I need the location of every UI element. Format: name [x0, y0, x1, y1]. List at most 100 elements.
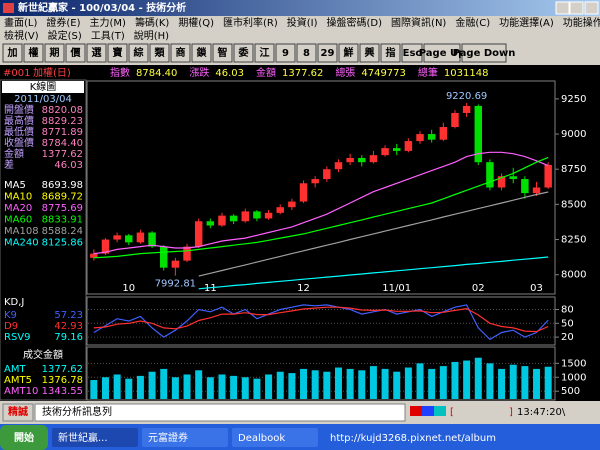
indicator-cyan: [434, 406, 446, 416]
volume-bar: [265, 374, 273, 399]
toolbar-label[interactable]: 委: [238, 46, 250, 59]
volume-bar: [509, 364, 517, 399]
toolbar-button[interactable]: [275, 43, 296, 63]
price-value: 8820.08: [42, 105, 83, 116]
toolbar-label[interactable]: 選: [92, 46, 102, 59]
toolbar-label[interactable]: 鮮: [344, 46, 354, 59]
toolbar-button[interactable]: [338, 43, 359, 63]
toolbar-label[interactable]: Page Up: [419, 48, 466, 59]
menu-item[interactable]: 說明(H): [134, 29, 169, 42]
toolbar-label[interactable]: 期: [50, 46, 60, 59]
indicator-red: [410, 406, 422, 416]
y-tick-label: 1000: [561, 372, 586, 383]
toolbar-button[interactable]: [44, 43, 65, 63]
task-button[interactable]: [232, 428, 318, 447]
y-tick-label: 9000: [561, 129, 586, 140]
menu-item[interactable]: 檢視(V): [4, 29, 39, 42]
toolbar-label[interactable]: 鎖: [197, 46, 208, 59]
toolbar-label[interactable]: 加: [7, 46, 18, 59]
menu-item[interactable]: 功能選擇(A): [499, 16, 554, 29]
menu-item[interactable]: 功能操作(F): [563, 16, 600, 29]
task-button[interactable]: [52, 428, 138, 447]
toolbar-label[interactable]: 商: [176, 46, 186, 59]
toolbar-button[interactable]: [191, 43, 212, 63]
task-label[interactable]: Dealbook: [238, 433, 285, 444]
toolbar-button[interactable]: [233, 43, 254, 63]
toolbar-button[interactable]: [423, 43, 461, 63]
toolbar-button[interactable]: [86, 43, 107, 63]
toolbar-label[interactable]: 興: [365, 46, 375, 59]
menu-item[interactable]: 期權(Q): [178, 16, 214, 29]
start-button[interactable]: [0, 425, 48, 450]
toolbar-button[interactable]: [170, 43, 191, 63]
task-label[interactable]: 新世紀贏...: [58, 431, 108, 444]
minimize-button[interactable]: [555, 1, 570, 15]
toolbar-button[interactable]: [359, 43, 380, 63]
candle-body: [183, 246, 191, 261]
quote-value: 1377.62: [282, 68, 323, 79]
candle-body: [451, 112, 459, 128]
menu-item[interactable]: 證券(E): [46, 16, 80, 29]
toolbar-button[interactable]: [149, 43, 170, 63]
toolbar-button[interactable]: [296, 43, 317, 63]
toolbar-button[interactable]: [128, 43, 149, 63]
toolbar-button[interactable]: [107, 43, 128, 63]
volume-bar: [171, 377, 179, 399]
volume-bar: [521, 366, 529, 399]
task-button[interactable]: [142, 428, 228, 447]
toolbar-button[interactable]: [23, 43, 44, 63]
toolbar-label[interactable]: 權: [29, 46, 39, 59]
toolbar-label[interactable]: Esc: [403, 48, 422, 59]
toolbar-button[interactable]: [212, 43, 233, 63]
close-button[interactable]: [584, 1, 599, 15]
candle-body: [497, 176, 506, 188]
menu-item[interactable]: 投資(I): [287, 16, 318, 29]
toolbar-button[interactable]: [317, 43, 338, 63]
toolbar-label[interactable]: 29: [321, 48, 335, 59]
volume-bar: [276, 371, 284, 399]
low-label: 7992.81: [155, 279, 196, 290]
volume-bar: [218, 374, 226, 399]
menu-item[interactable]: 工具(T): [91, 30, 125, 42]
legend-label: MA108: [4, 226, 39, 237]
toolbar-label[interactable]: Page Down: [453, 48, 516, 59]
start-label[interactable]: 開始: [14, 431, 34, 444]
volume-bar: [125, 378, 133, 399]
candle-body: [276, 207, 284, 213]
price-value: 8829.23: [42, 116, 83, 127]
volume-bar: [346, 368, 354, 399]
toolbar-label[interactable]: 指: [386, 46, 396, 59]
price-value: 8784.40: [42, 138, 83, 149]
window-title: 新世紀贏家 - 100/03/04 - 技術分析: [18, 1, 186, 14]
toolbar-label[interactable]: 綜: [134, 46, 144, 59]
toolbar-button[interactable]: [2, 43, 23, 63]
toolbar-button[interactable]: [254, 43, 275, 63]
task-label[interactable]: 元富證券: [148, 431, 188, 444]
candle-body: [299, 183, 308, 202]
status-message: 技術分析訊息列: [42, 405, 112, 418]
menu-item[interactable]: 操盤密碼(D): [327, 16, 383, 29]
toolbar-label[interactable]: 類: [154, 46, 166, 59]
y-tick-label: 500: [561, 386, 580, 397]
menu-item[interactable]: 設定(S): [48, 29, 82, 42]
menu-item[interactable]: 國際資訊(N): [391, 16, 446, 29]
toolbar-label[interactable]: 9: [282, 48, 289, 59]
maximize-button[interactable]: [569, 1, 584, 15]
toolbar-button[interactable]: [401, 43, 423, 63]
toolbar-button[interactable]: [461, 43, 507, 63]
title-bar: [0, 0, 600, 16]
toolbar-label[interactable]: 價: [70, 46, 82, 59]
toolbar-label[interactable]: 8: [303, 48, 310, 59]
price-label: 開盤價: [4, 103, 34, 116]
toolbar-label[interactable]: 智: [218, 46, 228, 59]
toolbar-button[interactable]: [380, 43, 401, 63]
toolbar-label[interactable]: 寶: [113, 46, 123, 59]
menu-item[interactable]: 主力(M): [90, 16, 127, 29]
menu-item[interactable]: 匯市利率(R): [223, 16, 278, 29]
menu-item[interactable]: 金融(C): [455, 16, 490, 29]
menu-item[interactable]: 畫面(L): [4, 16, 37, 29]
legend-label: MA20: [4, 203, 32, 214]
toolbar-label[interactable]: 江: [260, 46, 270, 59]
menu-item[interactable]: 籌碼(K): [135, 16, 169, 29]
toolbar-button[interactable]: [65, 43, 86, 63]
